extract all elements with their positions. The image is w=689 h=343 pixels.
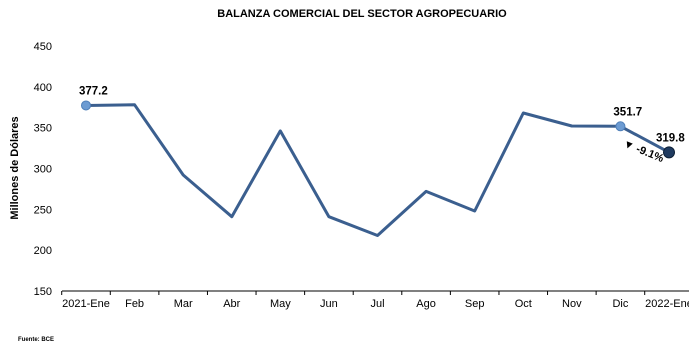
y-tick-label: 350 [34, 123, 52, 135]
x-tick-label: Nov [562, 298, 582, 310]
y-tick-label: 300 [34, 164, 52, 176]
chart-title: BALANZA COMERCIAL DEL SECTOR AGROPECUARI… [217, 8, 507, 20]
x-tick-label: May [270, 298, 291, 310]
source-note: Fuente: BCE [18, 337, 54, 343]
y-tick-label: 400 [34, 82, 52, 94]
x-tick-label: Oct [515, 298, 532, 310]
x-tick-labels: 2021-Ene Feb Mar Abr May Jun Jul Ago Sep Oct Nov Di… [61, 291, 689, 310]
series-line [85, 103, 670, 237]
data-label: 319.8 [656, 132, 685, 144]
x-tick-label: Abr [223, 298, 240, 310]
data-point-marker [81, 100, 91, 111]
x-tick-label: Ago [416, 298, 436, 310]
x-tick-label: Dic [612, 298, 628, 310]
x-tick-label: Jun [320, 298, 338, 310]
data-markers [81, 100, 675, 159]
data-label: 351.7 [613, 106, 642, 118]
x-tick-label: 2021-Ene [62, 298, 110, 310]
y-axis-label: Millones de Dólares [9, 116, 21, 219]
y-tick-labels: 150 200 250 300 350 400 450 [34, 41, 52, 298]
data-label: 377.2 [79, 85, 108, 97]
y-tick-label: 450 [34, 41, 52, 53]
data-point-marker [615, 121, 626, 132]
x-tick-label: Sep [465, 298, 485, 310]
x-tick-label: Feb [125, 298, 144, 310]
x-tick-label: Jul [370, 298, 384, 310]
x-tick-label: 2022-Ene [645, 298, 689, 310]
x-tick-label: Mar [174, 298, 193, 310]
y-tick-label: 150 [34, 286, 52, 298]
data-labels: 377.2 351.7 319.8 [79, 85, 685, 144]
y-tick-label: 250 [34, 204, 52, 216]
y-tick-label: 200 [34, 245, 52, 257]
data-point-marker [663, 146, 675, 159]
